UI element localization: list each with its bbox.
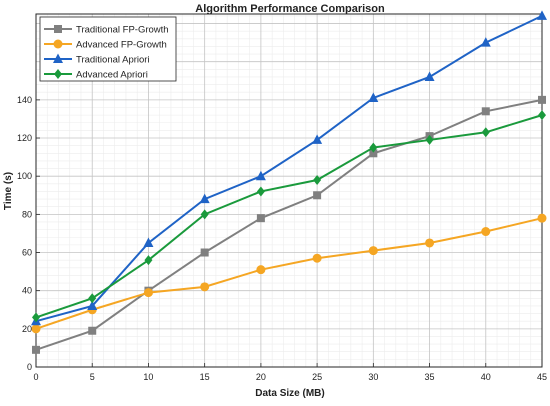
legend-marker [54,25,62,33]
x-tick-label: 15 [200,372,210,382]
x-tick-label: 40 [481,372,491,382]
data-point [481,227,491,237]
data-point [313,191,322,200]
legend-item: Traditional FP-Growth [44,25,169,36]
x-tick-label: 35 [425,372,435,382]
legend-label: Traditional Apriori [76,55,150,66]
data-point [368,92,379,102]
axis-ticks: 0 5 10 15 20 25 30 35 40 45 0 20 40 60 80 100 120 140 [17,95,547,382]
data-point [32,345,40,354]
x-tick-label: 0 [33,372,38,382]
y-tick-label: 80 [22,209,32,219]
legend-item: Advanced Apriori [44,69,148,81]
y-tick-label: 60 [22,248,32,258]
data-point [88,326,97,335]
data-point [143,237,154,247]
x-tick-label: 20 [256,372,266,382]
data-point [256,214,265,223]
series-4 [32,110,546,323]
series-line [35,98,543,351]
x-axis-label: Data Size (MB) [255,388,324,399]
data-point [31,324,41,334]
data-point [481,127,490,138]
data-point [368,246,378,256]
data-point [312,134,323,144]
data-point [144,255,153,266]
series-3 [31,10,547,326]
series-2 [31,213,547,334]
legend-item: Traditional Apriori [44,53,150,66]
legend-label: Traditional FP-Growth [76,25,169,36]
data-point [256,265,266,275]
legend-item: Advanced FP-Growth [44,39,167,51]
x-tick-label: 25 [312,372,322,382]
y-tick-label: 100 [17,171,32,181]
data-point [369,142,378,153]
data-point [425,238,435,248]
data-point [199,193,210,204]
data-point [143,288,153,298]
data-point [425,134,434,145]
series-layer [31,10,547,354]
data-point [481,107,490,116]
legend-marker [54,69,62,79]
series-line [35,15,543,323]
data-point [312,253,322,263]
y-tick-label: 140 [17,95,32,105]
data-point [537,10,547,20]
x-tick-label: 45 [537,372,547,382]
data-point [538,95,546,104]
x-tick-label: 10 [143,372,153,382]
data-point [256,186,265,197]
data-point [538,110,546,121]
data-point [200,248,209,257]
legend-label: Advanced Apriori [76,70,148,81]
legend-box [39,16,177,82]
y-axis-label: Time (s) [3,172,14,210]
y-tick-label: 40 [22,286,32,296]
data-point [32,312,40,323]
legend-label: Advanced FP-Growth [76,40,167,51]
plot-area-frame [35,13,543,368]
y-tick-label: 120 [17,133,32,143]
y-tick-label: 20 [22,324,32,334]
x-tick-label: 5 [90,372,95,382]
data-point [537,213,547,223]
y-tick-label: 0 [27,362,32,372]
data-point [87,300,98,310]
data-point [313,175,322,186]
data-point [200,209,209,220]
data-point [424,71,435,81]
series-line [35,114,543,319]
x-tick-label: 30 [368,372,378,382]
data-point [88,293,97,304]
series-line [35,217,543,330]
data-point [480,37,491,47]
chart-title: Algorithm Performance Comparison [195,3,385,15]
legend-marker [53,53,63,63]
data-point [369,149,378,158]
legend: Traditional FP-Growth Advanced FP-Growth T… [39,16,177,82]
legend-marker [53,39,63,49]
data-point [200,282,210,292]
data-point [255,170,266,181]
